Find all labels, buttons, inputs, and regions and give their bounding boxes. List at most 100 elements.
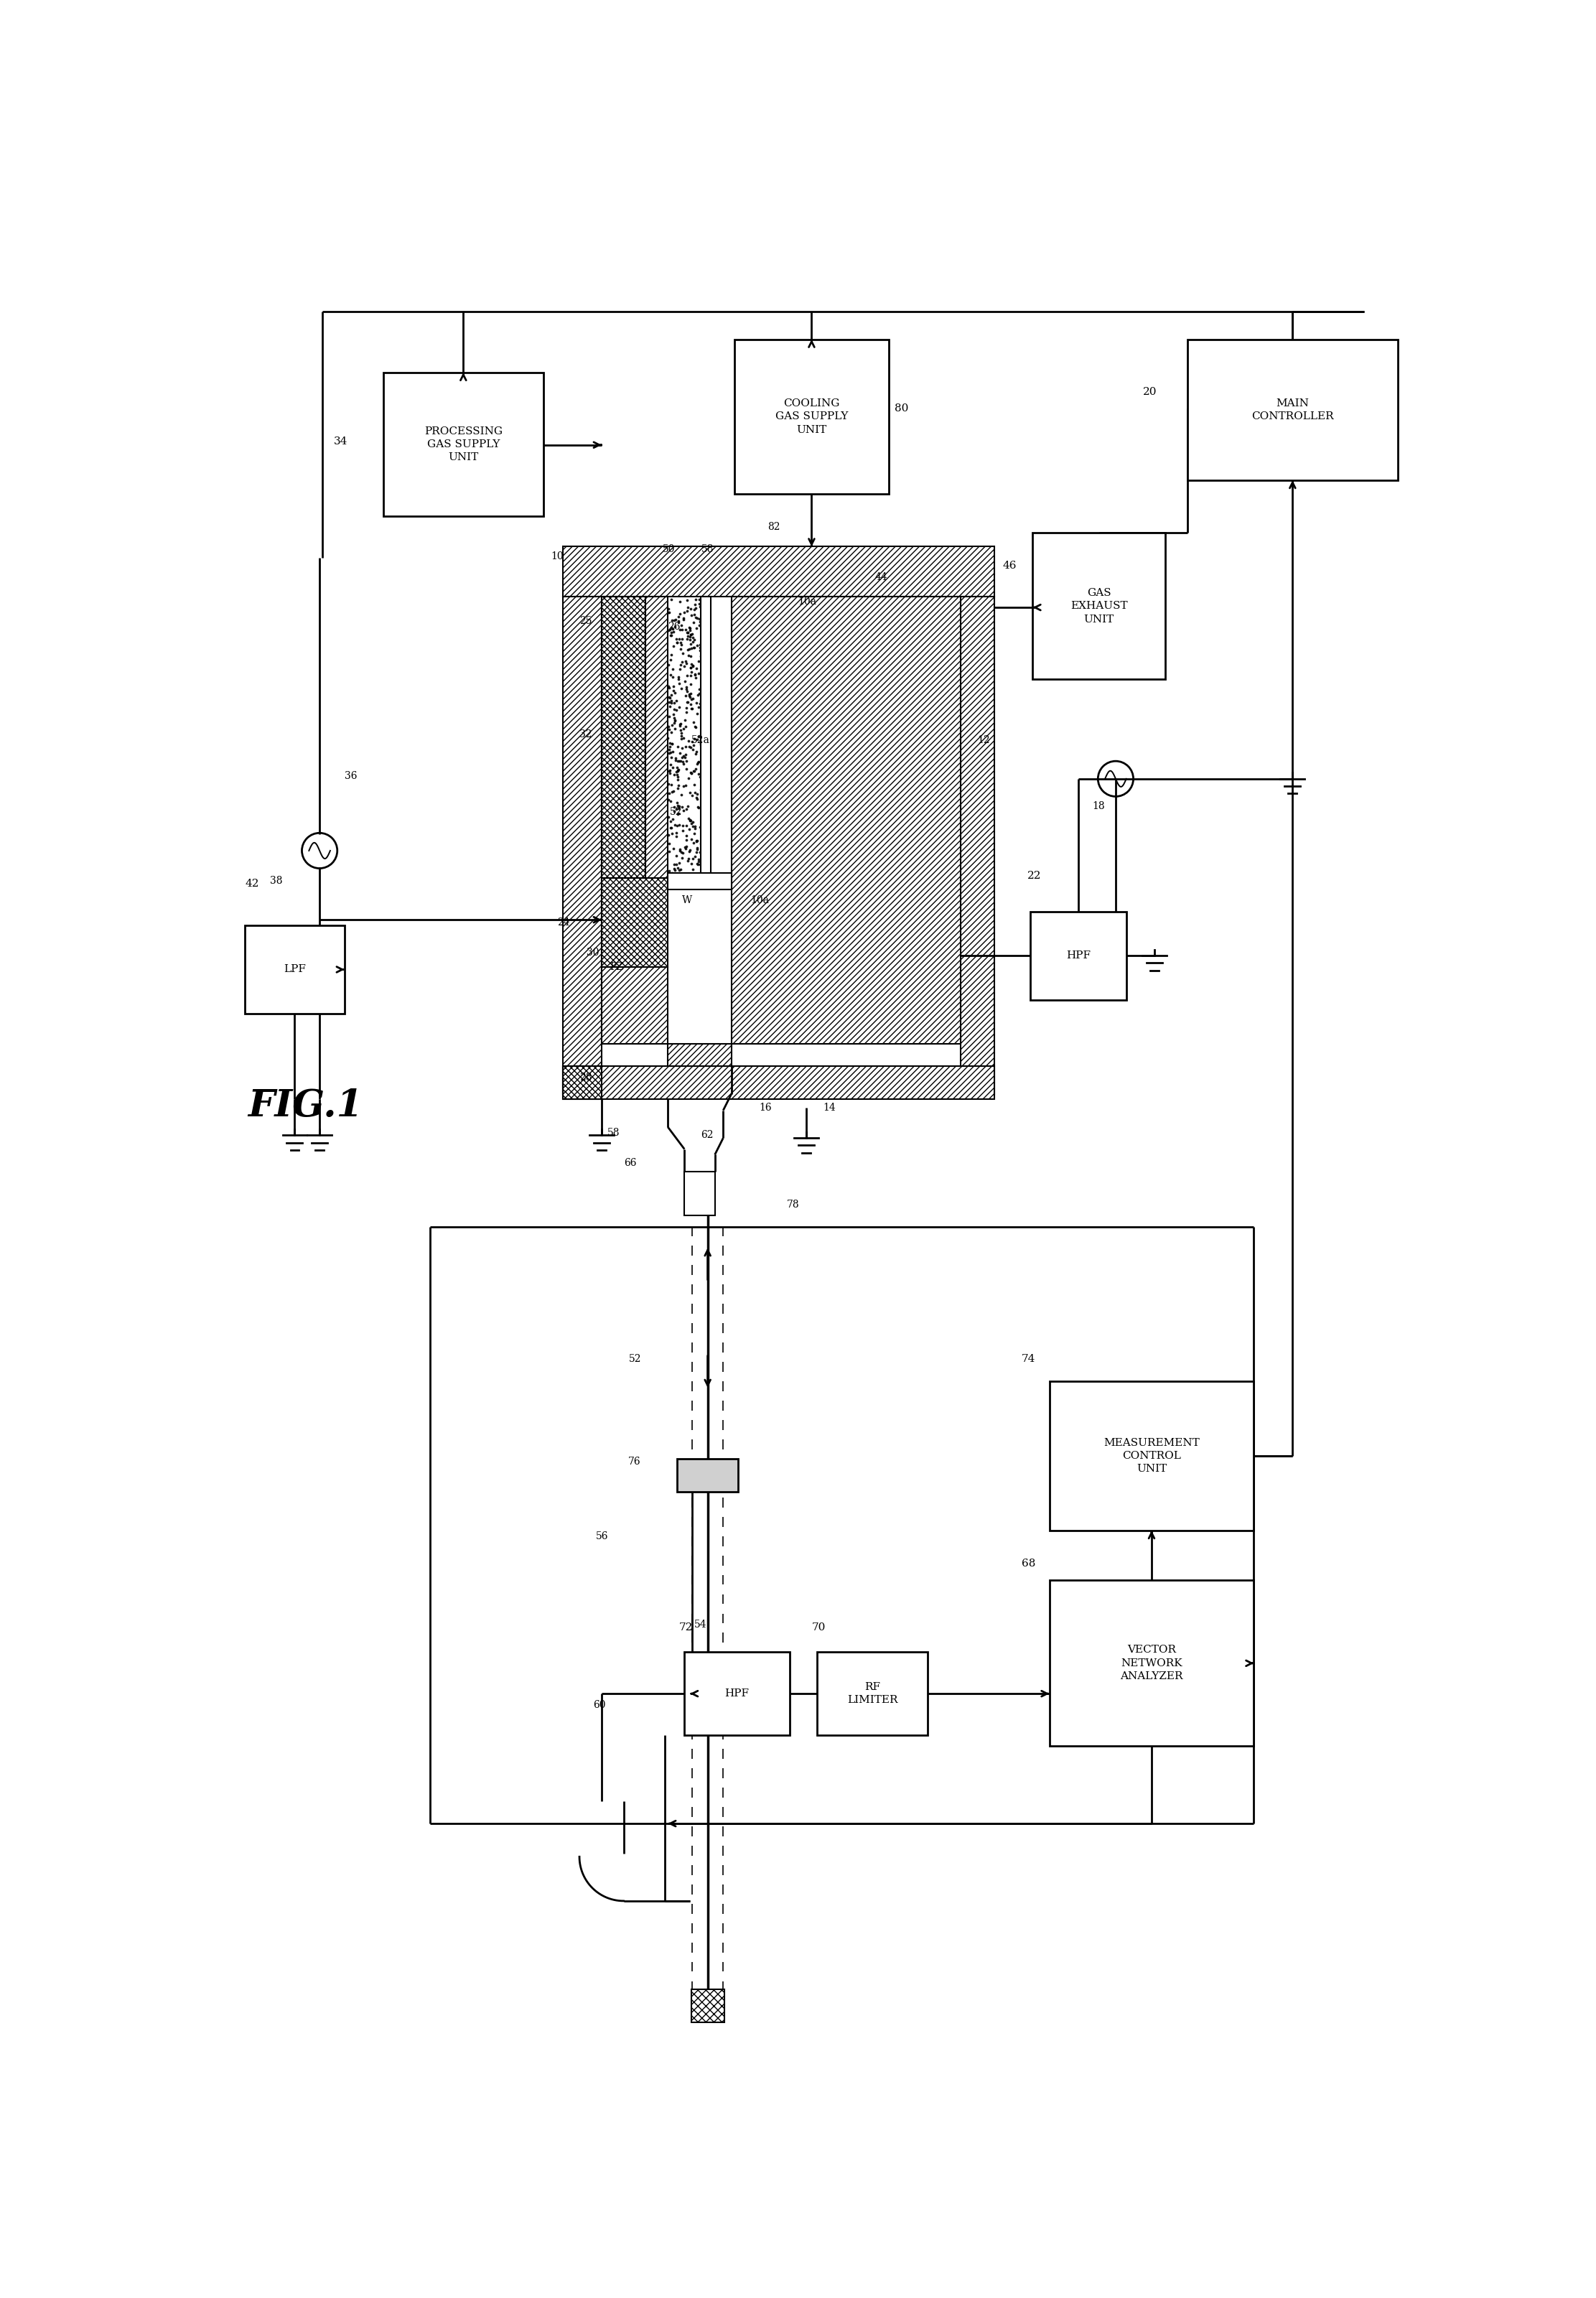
Point xyxy=(686,581,712,618)
Point xyxy=(674,791,699,827)
Point xyxy=(656,825,681,862)
Point xyxy=(662,807,688,843)
Point xyxy=(685,745,710,781)
Point xyxy=(658,751,683,788)
Bar xyxy=(667,1043,731,1066)
Point xyxy=(691,620,717,657)
Point xyxy=(677,774,702,811)
Text: 22: 22 xyxy=(1028,871,1041,880)
Point xyxy=(678,756,704,793)
Point xyxy=(691,850,717,887)
Point xyxy=(659,609,685,646)
Bar xyxy=(667,873,731,889)
Point xyxy=(662,756,688,793)
Text: 42: 42 xyxy=(244,878,259,889)
Point xyxy=(667,650,693,687)
Text: MEASUREMENT
CONTROL
UNIT: MEASUREMENT CONTROL UNIT xyxy=(1103,1439,1200,1475)
Point xyxy=(680,648,705,685)
Point xyxy=(685,846,710,882)
Point xyxy=(681,630,707,666)
Point xyxy=(659,855,685,892)
Point xyxy=(674,694,699,731)
Point xyxy=(678,846,704,882)
Point xyxy=(662,853,688,889)
Point xyxy=(669,728,694,765)
Point xyxy=(674,611,699,648)
Point xyxy=(664,756,689,793)
Text: 10: 10 xyxy=(551,552,563,561)
Text: 25: 25 xyxy=(579,616,592,627)
Point xyxy=(686,719,712,756)
Bar xyxy=(691,1990,725,2022)
Point xyxy=(689,657,715,694)
Point xyxy=(670,600,696,637)
Point xyxy=(689,694,715,731)
Point xyxy=(656,754,681,791)
Point xyxy=(681,655,707,692)
Point xyxy=(667,742,693,779)
Point xyxy=(669,738,694,774)
Point xyxy=(681,630,707,666)
Point xyxy=(688,724,713,761)
Point xyxy=(672,735,697,772)
Point xyxy=(681,708,707,745)
Point xyxy=(678,648,704,685)
Point xyxy=(658,611,683,648)
Point xyxy=(681,591,707,627)
Point xyxy=(662,740,688,777)
Point xyxy=(685,788,710,825)
Point xyxy=(675,788,701,825)
Point xyxy=(675,673,701,710)
Text: 56: 56 xyxy=(595,1530,608,1542)
Point xyxy=(666,791,691,827)
Point xyxy=(670,634,696,671)
Text: 58: 58 xyxy=(606,1128,619,1138)
Point xyxy=(681,857,707,894)
Point xyxy=(666,850,691,887)
Text: 18: 18 xyxy=(1092,802,1104,811)
Point xyxy=(685,846,710,882)
Point xyxy=(666,657,691,694)
Point xyxy=(661,614,686,650)
Point xyxy=(689,602,715,639)
Point xyxy=(667,832,693,869)
Point xyxy=(656,683,681,719)
Point xyxy=(656,853,681,889)
Point xyxy=(689,800,715,836)
Point xyxy=(683,609,709,646)
Point xyxy=(675,614,701,650)
Text: 10a: 10a xyxy=(798,597,817,607)
Point xyxy=(688,758,713,795)
Text: 70: 70 xyxy=(812,1622,825,1632)
Text: 12: 12 xyxy=(977,735,990,745)
Point xyxy=(675,761,701,797)
Point xyxy=(667,595,693,632)
Point xyxy=(680,680,705,717)
Text: 44: 44 xyxy=(875,572,887,581)
Point xyxy=(675,841,701,878)
Point xyxy=(686,843,712,880)
Point xyxy=(674,689,699,726)
Point xyxy=(685,694,710,731)
Bar xyxy=(383,372,544,517)
Point xyxy=(683,751,709,788)
Point xyxy=(685,676,710,712)
Point xyxy=(683,586,709,623)
Point xyxy=(669,705,694,742)
Point xyxy=(674,818,699,855)
Text: LPF: LPF xyxy=(284,965,306,974)
Bar xyxy=(701,597,710,878)
Point xyxy=(678,655,704,692)
Point xyxy=(659,685,685,722)
Point xyxy=(666,751,691,788)
Point xyxy=(666,604,691,641)
Point xyxy=(658,809,683,846)
Point xyxy=(656,611,681,648)
Point xyxy=(677,834,702,871)
Point xyxy=(677,728,702,765)
Point xyxy=(664,791,689,827)
Point xyxy=(674,749,699,786)
Point xyxy=(678,616,704,653)
Point xyxy=(669,611,694,648)
Point xyxy=(661,699,686,735)
